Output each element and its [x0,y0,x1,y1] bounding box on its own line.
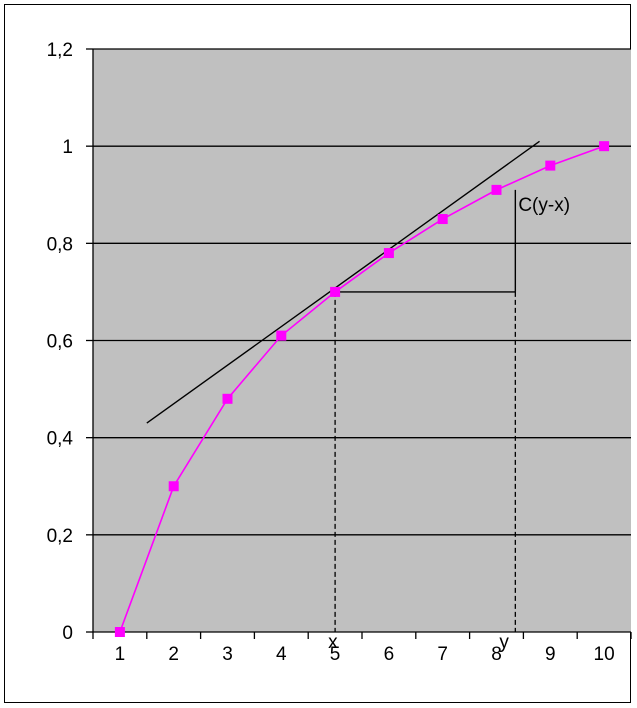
y-tick-label: 0,8 [47,234,73,255]
x-tick-label: 8 [491,644,502,665]
data-point [276,330,287,341]
data-point [437,214,448,225]
data-point [545,160,556,171]
x-tick-label: 9 [545,644,556,665]
x-tick-label: 7 [437,644,448,665]
data-point [383,248,394,259]
data-point [491,184,502,195]
x-tick-label: 3 [222,644,233,665]
bracket-label: C(y-x) [518,195,570,216]
data-point [330,286,341,297]
y-point-label: y [499,632,509,653]
y-tick-label: 0,4 [47,429,74,450]
tangent-line [146,140,540,424]
x-tick-label: 10 [594,644,615,665]
x-point-label: x [328,632,338,653]
x-tick-label: 2 [168,644,179,665]
y-tick-label: 1 [62,137,73,158]
data-point [222,393,233,404]
series-line [119,145,605,633]
x-tick-label: 5 [330,644,341,665]
data-point [168,481,179,492]
x-tick-label: 6 [384,644,395,665]
y-tick-label: 0 [62,623,73,644]
y-tick-label: 0,6 [47,332,73,353]
data-point [599,141,610,152]
y-tick-label: 1,2 [47,40,73,61]
y-tick-label: 0,2 [47,526,73,547]
x-tick-label: 1 [115,644,126,665]
data-point [114,627,125,637]
x-tick-label: 4 [276,644,287,665]
